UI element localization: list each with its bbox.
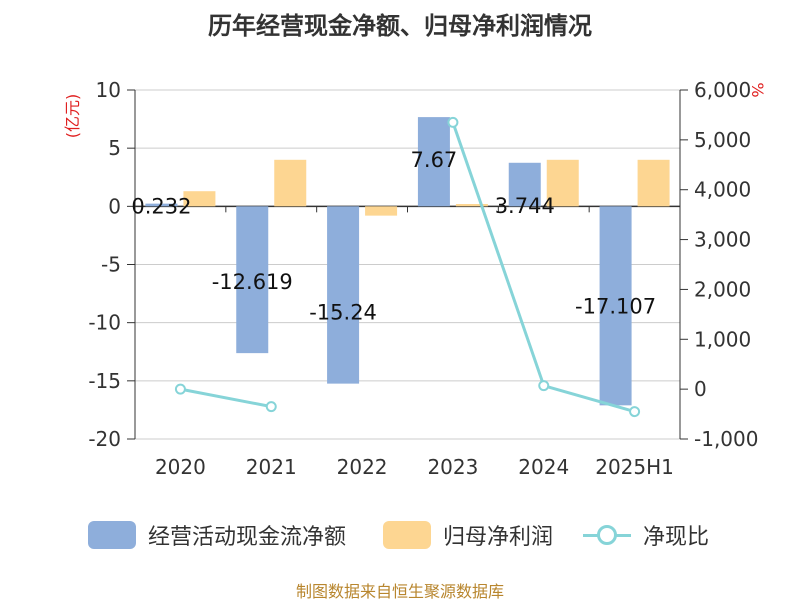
x-tick-label: 2025H1 (595, 455, 674, 479)
point-ratio (447, 116, 459, 128)
x-tick-label: 2020 (155, 455, 206, 479)
data-label-cash-flow: 0.232 (131, 194, 191, 218)
y-left-tick-label: 0 (108, 194, 121, 218)
chart-title: 历年经营现金净额、归母净利润情况 (208, 12, 592, 40)
bar-net-profit (274, 159, 307, 207)
bar-net-profit (365, 206, 398, 216)
line-segment-ratio (543, 384, 635, 414)
legend-swatch-cash-flow (88, 521, 136, 549)
y-right-tick-label: 2,000 (694, 277, 751, 301)
point-ratio (538, 380, 550, 392)
bar-cash-flow (599, 206, 632, 406)
legend-label-net-profit: 归母净利润 (443, 525, 554, 550)
legend-swatch-net-profit (383, 521, 431, 549)
line-segment-ratio (180, 387, 272, 409)
y-left-tick-label: -10 (88, 311, 121, 335)
legend-item-ratio[interactable]: 净现比 (583, 518, 709, 552)
data-label-cash-flow: -12.619 (212, 270, 293, 294)
legend-label-ratio: 净现比 (643, 525, 710, 550)
legend-swatch-ratio (583, 521, 631, 549)
y-left-unit-label: (亿元) (63, 94, 82, 139)
legend-item-net-profit[interactable]: 归母净利润 (383, 518, 553, 552)
bar-cash-flow (145, 203, 178, 207)
y-left-tick-label: -15 (88, 369, 121, 393)
y-right-tick-label: 1,000 (694, 327, 751, 351)
data-label-cash-flow: 7.67 (411, 148, 458, 172)
y-right-unit-label: % (748, 82, 767, 97)
point-ratio (174, 383, 186, 395)
data-label-cash-flow: -15.24 (309, 301, 377, 325)
legend-item-cash-flow[interactable]: 经营活动现金流净额 (88, 518, 346, 552)
line-segment-ratio (451, 121, 546, 387)
y-right-tick-label: -1,000 (694, 427, 758, 451)
bar-cash-flow (417, 117, 450, 207)
y-right-tick-label: 0 (694, 377, 707, 401)
point-ratio (265, 401, 277, 413)
x-tick-label: 2023 (427, 455, 478, 479)
y-right-tick-label: 4,000 (694, 178, 751, 202)
bar-net-profit (183, 191, 216, 207)
y-right-tick-label: 3,000 (694, 228, 751, 252)
source-note: 制图数据来自恒生聚源数据库 (295, 582, 504, 601)
bar-cash-flow (508, 162, 541, 207)
legend: 经营活动现金流净额 归母净利润 净现比 (0, 518, 800, 552)
y-left-tick-label: -20 (88, 427, 121, 451)
y-left-tick-label: -5 (101, 253, 121, 277)
legend-label-cash-flow: 经营活动现金流净额 (148, 525, 347, 550)
bar-cash-flow (236, 206, 269, 354)
x-tick-label: 2022 (337, 455, 388, 479)
bar-net-profit (637, 159, 670, 207)
data-label-cash-flow: 3.744 (495, 194, 555, 218)
bar-net-profit (546, 159, 579, 207)
bar-net-profit (455, 204, 488, 207)
point-ratio (629, 406, 641, 418)
x-tick-label: 2021 (246, 455, 297, 479)
y-left-tick-label: 10 (96, 78, 121, 102)
y-right-tick-label: 5,000 (694, 128, 751, 152)
y-left-tick-label: 5 (108, 136, 121, 160)
x-tick-label: 2024 (518, 455, 569, 479)
bar-cash-flow (327, 206, 360, 384)
data-label-cash-flow: -17.107 (575, 294, 656, 318)
y-right-tick-label: 6,000 (694, 78, 751, 102)
